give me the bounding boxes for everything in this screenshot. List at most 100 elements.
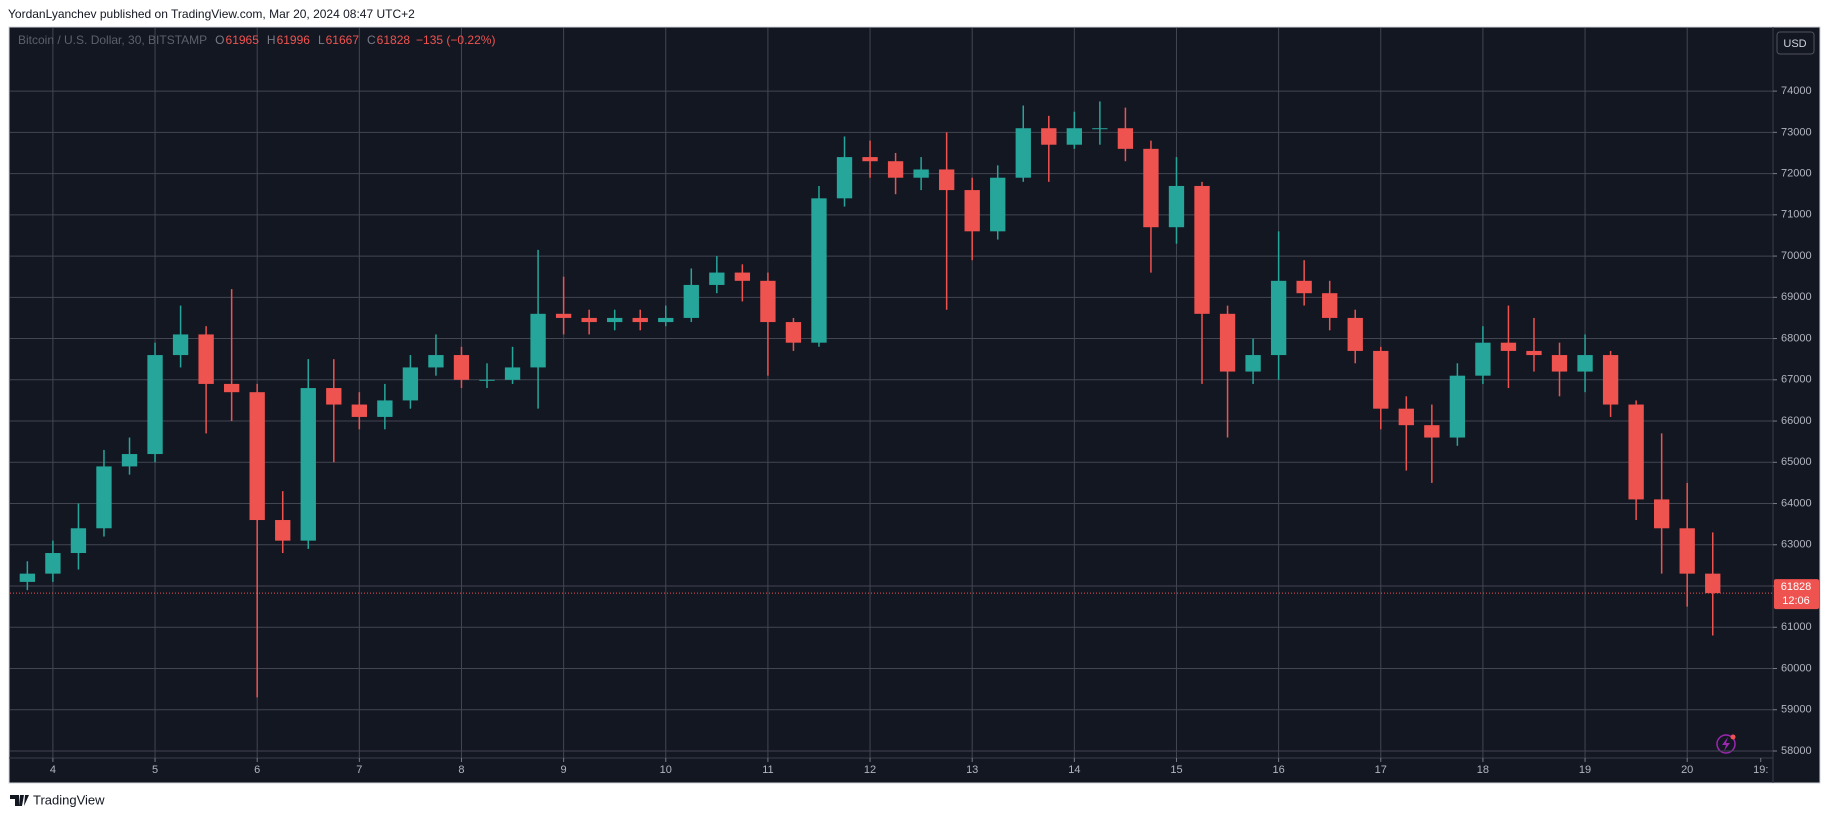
x-tick-label: 17 bbox=[1375, 764, 1387, 776]
legend-key: L bbox=[318, 33, 325, 47]
x-tick-label: 15 bbox=[1170, 764, 1182, 776]
y-tick-label: 68000 bbox=[1781, 332, 1812, 344]
candle-body bbox=[811, 198, 827, 343]
legend-change: −135 (−0.22%) bbox=[416, 33, 495, 47]
candle-body bbox=[1424, 425, 1440, 438]
candle-body bbox=[1628, 404, 1644, 500]
legend: Bitcoin / U.S. Dollar, 30, BITSTAMP O6196… bbox=[18, 33, 495, 47]
candle-body bbox=[1015, 128, 1031, 178]
candle-body bbox=[351, 404, 367, 417]
panel bbox=[8, 26, 1821, 784]
x-tick-label: 13 bbox=[966, 764, 978, 776]
candle-body bbox=[632, 317, 648, 323]
candle-body bbox=[1551, 355, 1568, 372]
x-tick-label: 4 bbox=[50, 764, 56, 776]
y-tick-label: 67000 bbox=[1781, 374, 1812, 386]
candle-body bbox=[734, 272, 751, 281]
candle-body bbox=[683, 284, 699, 318]
candle-body bbox=[1322, 293, 1338, 318]
currency-label[interactable]: USD bbox=[1783, 38, 1806, 50]
x-tick-label: 10 bbox=[660, 764, 672, 776]
x-tick-label: 5 bbox=[152, 764, 158, 776]
y-tick-label: 58000 bbox=[1781, 745, 1812, 757]
y-tick-label: 72000 bbox=[1781, 167, 1812, 179]
candle-body bbox=[938, 169, 955, 191]
currency-button[interactable] bbox=[1776, 31, 1815, 55]
last-price-label: 61828 bbox=[1781, 581, 1812, 593]
y-tick-label: 73000 bbox=[1781, 126, 1812, 138]
candle-body bbox=[1296, 280, 1312, 294]
y-tick-label: 69000 bbox=[1781, 291, 1812, 303]
candle-body bbox=[1143, 148, 1159, 228]
legend-value: 61965 bbox=[226, 33, 260, 47]
candle-body bbox=[1398, 408, 1414, 426]
candle-body bbox=[1679, 528, 1695, 574]
x-tick-label: 14 bbox=[1068, 764, 1080, 776]
footer-logo bbox=[10, 795, 29, 806]
y-tick-label: 64000 bbox=[1781, 497, 1812, 509]
y-tick-label: 70000 bbox=[1781, 250, 1812, 262]
y-tick-label: 66000 bbox=[1781, 415, 1812, 427]
footer: TradingView bbox=[33, 792, 105, 807]
candle-body bbox=[1219, 313, 1236, 372]
candle-body bbox=[555, 313, 572, 318]
candle-body bbox=[1117, 128, 1134, 149]
candle-body bbox=[1654, 499, 1670, 529]
candle-body bbox=[1041, 128, 1057, 145]
candle-body bbox=[402, 367, 419, 401]
x-tick-label: 6 bbox=[254, 764, 260, 776]
y-tick-label: 71000 bbox=[1781, 209, 1812, 221]
candle-body bbox=[913, 169, 929, 178]
legend-key: O bbox=[215, 33, 224, 47]
legend-value: 61996 bbox=[277, 33, 311, 47]
x-tick-label: 8 bbox=[458, 764, 464, 776]
candle-body bbox=[658, 317, 674, 323]
y-tick-label: 60000 bbox=[1781, 662, 1812, 674]
candle-body bbox=[1066, 128, 1082, 145]
candle-body bbox=[1449, 375, 1466, 438]
candle-body bbox=[1168, 185, 1185, 228]
legend-value: 61828 bbox=[377, 33, 411, 47]
candle-body bbox=[121, 454, 138, 467]
candle-body bbox=[709, 272, 725, 285]
candle-body bbox=[1373, 350, 1389, 409]
candle-body bbox=[964, 190, 980, 232]
candle-body bbox=[147, 355, 163, 455]
last-price-box bbox=[1774, 579, 1819, 610]
y-tick-label: 61000 bbox=[1781, 621, 1812, 633]
candle-body bbox=[530, 313, 546, 368]
x-tick-label: 7 bbox=[356, 764, 362, 776]
candle-body bbox=[428, 355, 444, 368]
candle-body bbox=[1092, 128, 1108, 130]
candle-body bbox=[504, 367, 521, 380]
x-tick-label: 20 bbox=[1681, 764, 1693, 776]
candle-body bbox=[887, 161, 904, 178]
candle-body bbox=[1705, 573, 1721, 594]
countdown-label: 12:06 bbox=[1782, 595, 1810, 607]
candle-body bbox=[581, 317, 597, 323]
x-tick-label: 11 bbox=[762, 764, 773, 776]
y-tick-label: 59000 bbox=[1781, 704, 1812, 716]
candle-body bbox=[70, 528, 87, 554]
y-tick-label: 65000 bbox=[1781, 456, 1812, 468]
x-tick-label: 16 bbox=[1272, 764, 1284, 776]
candle-body bbox=[96, 466, 112, 529]
candle-body bbox=[607, 317, 623, 323]
x-tick-label: 9 bbox=[561, 764, 567, 776]
candle-body bbox=[326, 388, 342, 405]
candle-body bbox=[223, 383, 240, 393]
candle-body bbox=[1602, 355, 1619, 405]
x-tick-label: 18 bbox=[1477, 764, 1489, 776]
candle-body bbox=[1475, 342, 1491, 376]
candle-body bbox=[249, 392, 265, 521]
candle-body bbox=[377, 400, 393, 417]
candle-body bbox=[1245, 355, 1261, 372]
candle-body bbox=[990, 177, 1006, 232]
candle-body bbox=[45, 553, 61, 574]
y-tick-label: 74000 bbox=[1781, 85, 1812, 97]
candle-body bbox=[1194, 185, 1210, 314]
candle-body bbox=[1347, 317, 1363, 351]
candle-body bbox=[862, 157, 878, 162]
